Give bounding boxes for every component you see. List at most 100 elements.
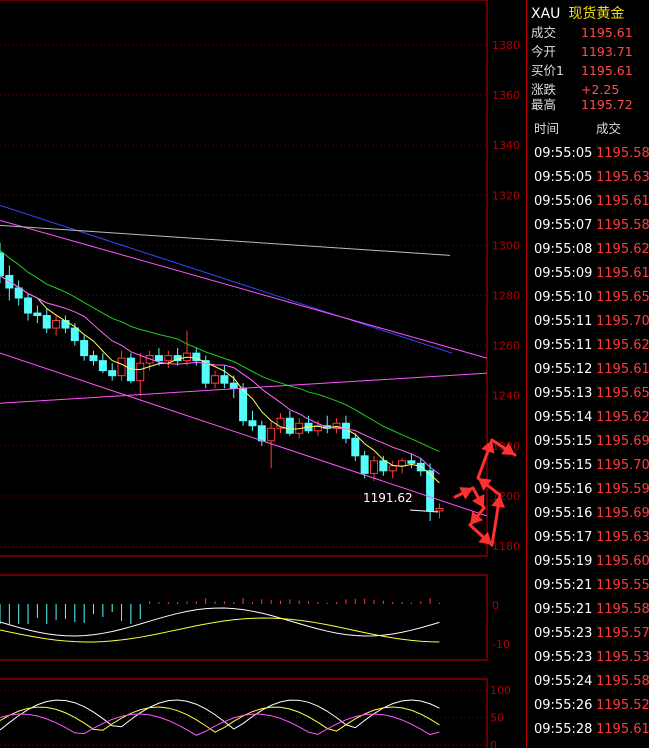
tick-row[interactable]: 09:55:05 1195.63 [534, 166, 649, 190]
candle-body [416, 462, 425, 472]
candle-body [426, 470, 435, 512]
candle-body [154, 355, 163, 362]
sub-pane-1-frame [0, 574, 488, 661]
tick-price: 1195.70 [596, 458, 649, 473]
candle-body [164, 355, 173, 362]
candle-body [0, 252, 4, 276]
tick-time: 09:55:26 [534, 698, 593, 713]
candle-body [398, 460, 407, 467]
candle-body [42, 315, 51, 329]
tick-price: 1195.58 [596, 146, 649, 161]
tick-row[interactable]: 09:55:08 1195.62 [534, 238, 649, 262]
tick-time: 09:55:15 [534, 458, 593, 473]
arrow-annotation-head [481, 440, 495, 454]
tick-price: 1195.61 [596, 362, 649, 377]
ma-line-10 [0, 275, 440, 475]
arrow-annotation-head [501, 442, 515, 455]
quote-row: 今开 1193.71 [531, 42, 633, 61]
tick-price: 1195.52 [596, 698, 649, 713]
tick-row[interactable]: 09:55:15 1195.69 [534, 430, 649, 454]
ma-line-5 [0, 275, 440, 484]
tick-row[interactable]: 09:55:09 1195.61 [534, 262, 649, 286]
quote-label: 买价1 [531, 63, 564, 78]
kline-chart[interactable]: 1180120012201240126012801300132013401360… [0, 0, 527, 748]
y-tick-label: 1320 [492, 189, 520, 202]
tick-row[interactable]: 09:55:23 1195.53 [534, 646, 649, 670]
tick-row[interactable]: 09:55:10 1195.65 [534, 286, 649, 310]
tick-time: 09:55:07 [534, 218, 593, 233]
tick-row[interactable]: 09:55:13 1195.65 [534, 382, 649, 406]
tick-time: 09:55:24 [534, 674, 593, 689]
candle-body [108, 370, 117, 377]
tick-row[interactable]: 09:55:14 1195.62 [534, 406, 649, 430]
ticks-time-header: 时间 [534, 121, 560, 136]
y-tick-label: 1240 [492, 390, 520, 403]
ma-line-120 [0, 224, 451, 256]
channel-lower-line [0, 352, 488, 517]
channel-upper-line [0, 219, 488, 359]
quote-value: 1195.72 [581, 97, 633, 112]
tick-row[interactable]: 09:55:15 1195.70 [534, 454, 649, 478]
tick-row[interactable]: 09:55:21 1195.55 [534, 574, 649, 598]
tick-price: 1195.61 [596, 722, 649, 737]
tick-price: 1195.69 [596, 434, 649, 449]
sub-pane-2-frame [0, 678, 488, 748]
tick-row[interactable]: 09:55:11 1195.70 [534, 310, 649, 334]
candle-body [351, 437, 360, 457]
candle-body [285, 417, 294, 434]
tick-price: 1195.65 [596, 386, 649, 401]
tick-row[interactable]: 09:55:16 1195.59 [534, 478, 649, 502]
ticks-price-header: 成交 [596, 121, 622, 136]
tick-time: 09:55:21 [534, 578, 593, 593]
arrow-annotation-head [491, 495, 506, 508]
tick-row[interactable]: 09:55:28 1195.61 [534, 718, 649, 742]
sub2-tick-label: 50 [490, 712, 504, 725]
tick-price: 1195.58 [596, 218, 649, 233]
candle-body [276, 417, 285, 429]
tick-price: 1195.57 [596, 626, 649, 641]
candle-body [267, 427, 276, 442]
tick-row[interactable]: 09:55:11 1195.62 [534, 334, 649, 358]
tick-price: 1195.58 [596, 602, 649, 617]
tick-price: 1195.62 [596, 410, 649, 425]
tick-row[interactable]: 09:55:19 1195.60 [534, 550, 649, 574]
y-tick-label: 1280 [492, 290, 520, 303]
tick-price: 1195.62 [596, 242, 649, 257]
tick-time: 09:55:17 [534, 530, 593, 545]
tick-row[interactable]: 09:55:12 1195.61 [534, 358, 649, 382]
candle-body [14, 287, 23, 299]
quote-value: 1195.61 [581, 25, 633, 40]
tick-price: 1195.63 [596, 170, 649, 185]
tick-row[interactable]: 09:55:24 1195.58 [534, 670, 649, 694]
main-pane-frame [0, 0, 488, 557]
tick-time: 09:55:28 [534, 722, 593, 737]
candle-body [379, 460, 388, 472]
tick-price: 1195.53 [596, 650, 649, 665]
ticks-header: 时间 成交 [534, 118, 621, 137]
tick-row[interactable]: 09:55:05 1195.58 [534, 142, 649, 166]
tick-row[interactable]: 09:55:21 1195.58 [534, 598, 649, 622]
channel-mid-line [0, 372, 488, 404]
tick-time: 09:55:19 [534, 554, 593, 569]
kdj-d-line [0, 706, 440, 733]
tick-row[interactable]: 09:55:16 1195.69 [534, 502, 649, 526]
quote-label: 最高 [531, 97, 557, 112]
candle-body [24, 297, 33, 314]
sub2-tick-label: 0 [490, 739, 497, 748]
tick-time: 09:55:11 [534, 338, 593, 353]
tick-time: 09:55:14 [534, 410, 593, 425]
last-price-label: 1191.62 [363, 491, 413, 505]
candle-body [388, 465, 397, 472]
tick-row[interactable]: 09:55:17 1195.63 [534, 526, 649, 550]
tick-price: 1195.59 [596, 482, 649, 497]
tick-row[interactable]: 09:55:07 1195.58 [534, 214, 649, 238]
tick-row[interactable]: 09:55:23 1195.57 [534, 622, 649, 646]
candle-body [220, 375, 229, 384]
tick-row[interactable]: 09:55:06 1195.61 [534, 190, 649, 214]
tick-price: 1195.69 [596, 506, 649, 521]
tick-row[interactable]: 09:55:26 1195.52 [534, 694, 649, 718]
arrow-annotation-head [472, 494, 485, 508]
candle-body [229, 382, 238, 389]
tick-price: 1195.55 [596, 578, 649, 593]
y-tick-label: 1360 [492, 89, 520, 102]
